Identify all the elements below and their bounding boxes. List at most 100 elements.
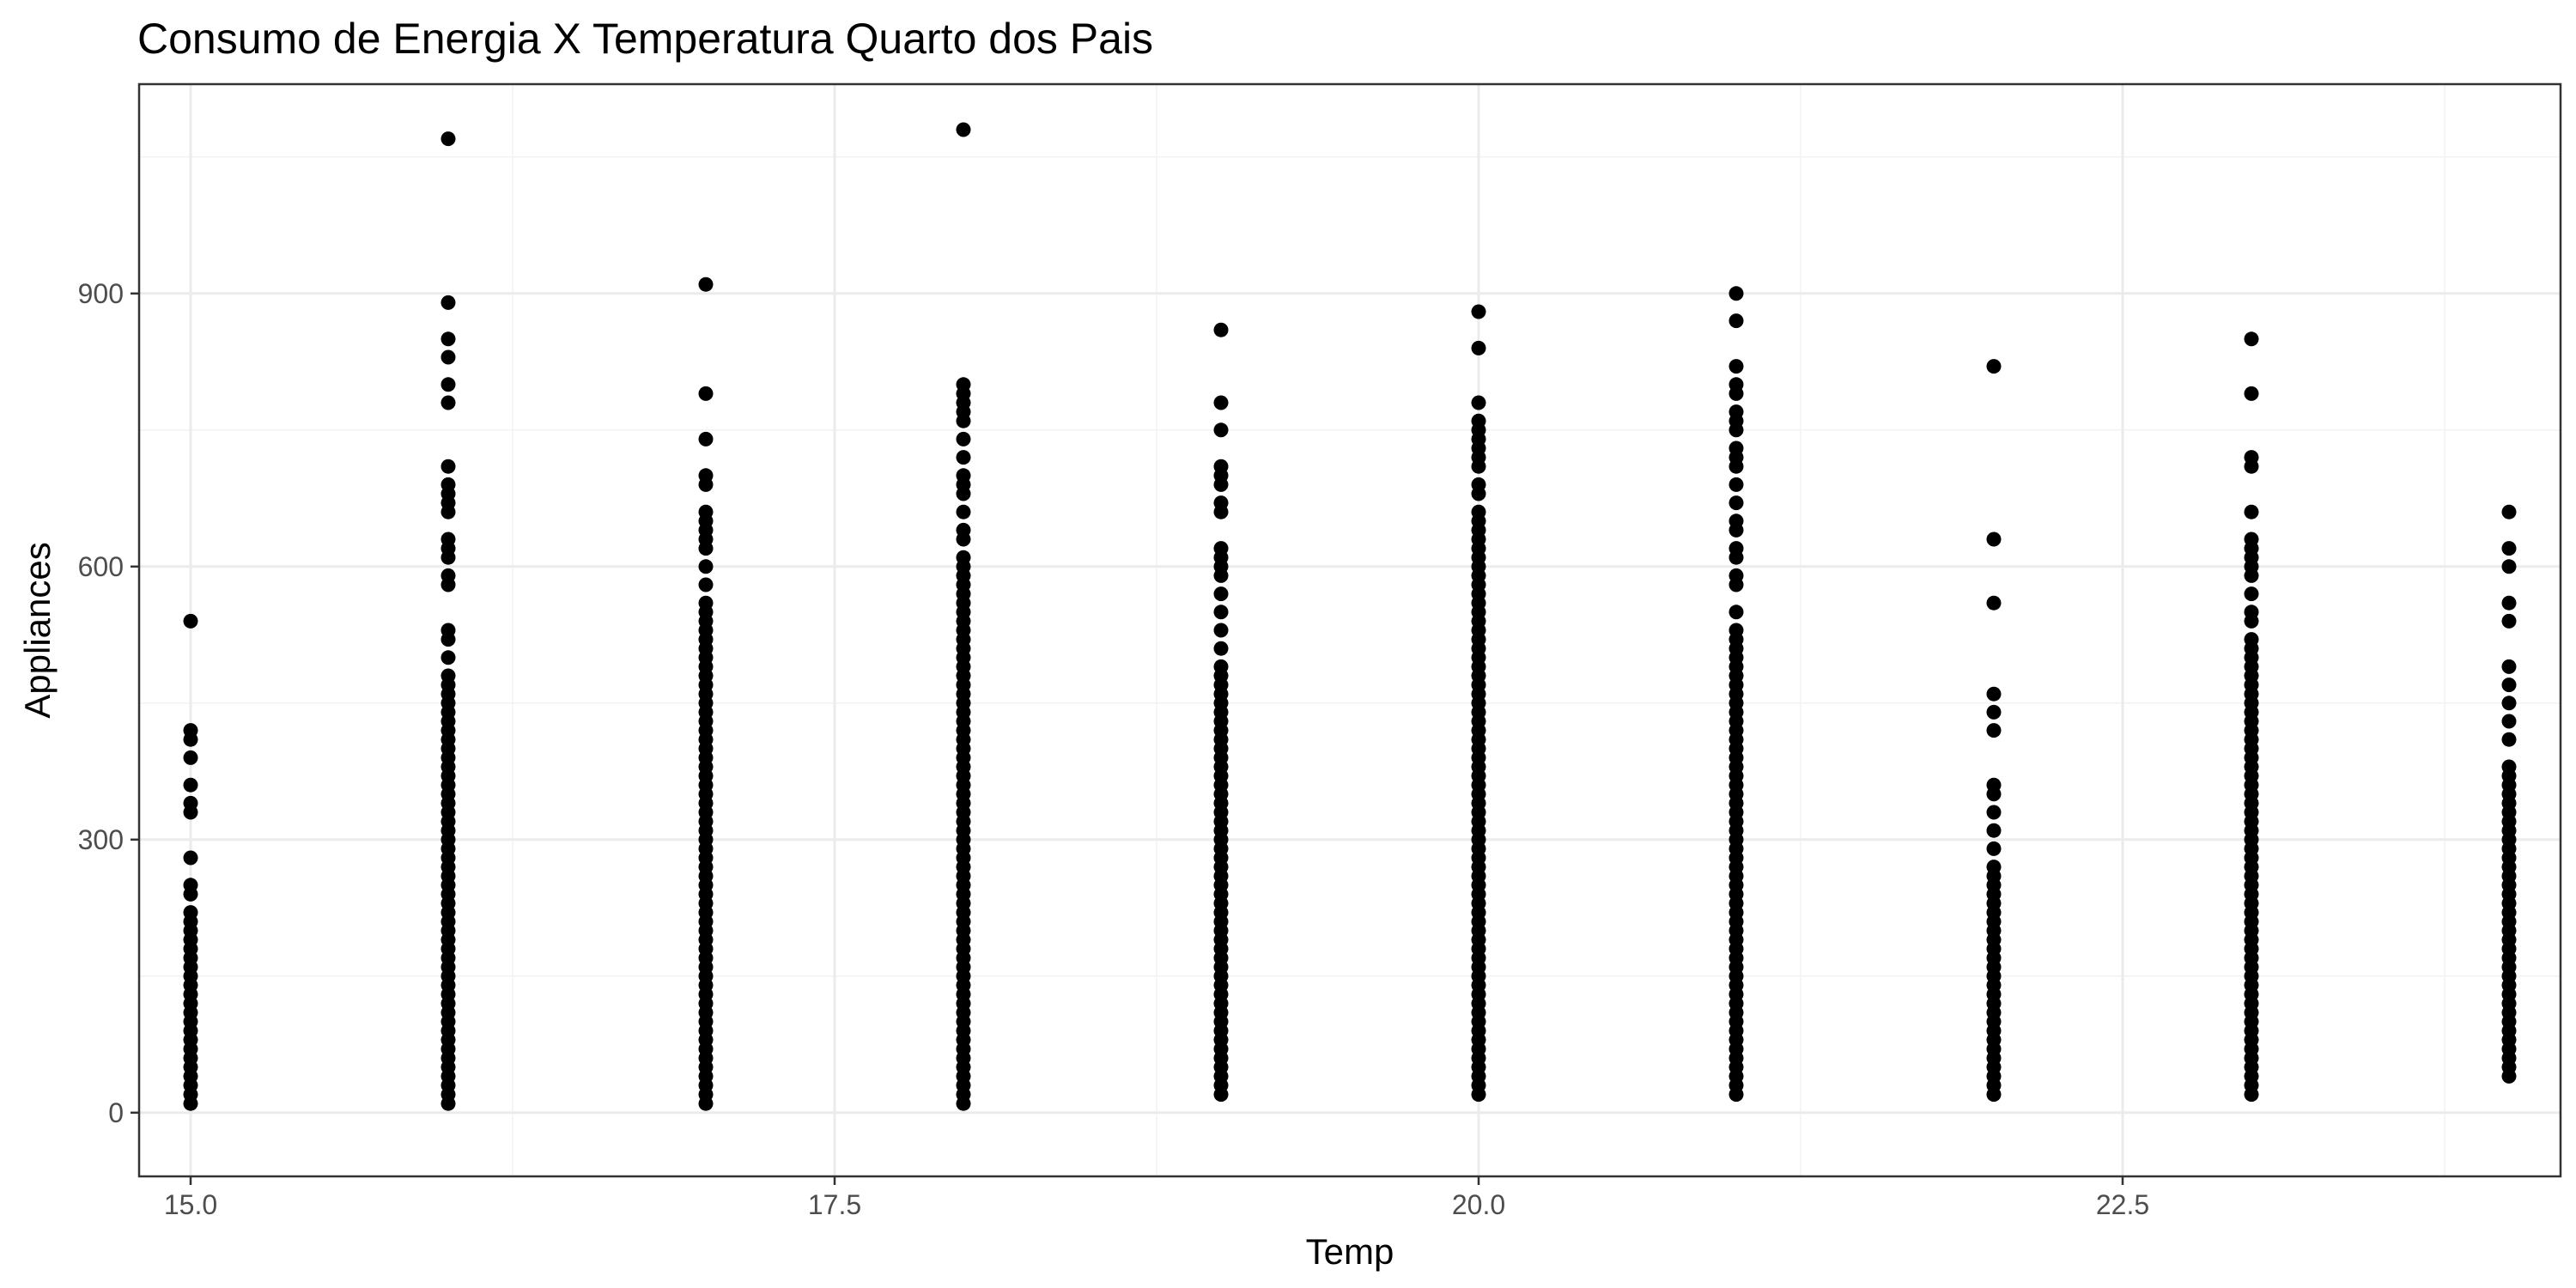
data-point (183, 613, 198, 629)
data-point (2501, 732, 2517, 747)
x-tick-label: 15.0 (164, 1189, 217, 1220)
data-point (2244, 386, 2259, 401)
data-point (698, 504, 714, 519)
data-point (2244, 331, 2259, 347)
data-point (440, 331, 456, 347)
y-tick-label: 300 (78, 824, 124, 855)
data-point (2244, 450, 2259, 465)
y-axis-title: Appliances (17, 542, 58, 718)
y-tick-label: 0 (108, 1097, 124, 1128)
data-point (1986, 841, 2002, 856)
data-point (440, 377, 456, 392)
data-point (698, 559, 714, 574)
data-point (440, 623, 456, 638)
data-point (956, 522, 971, 538)
data-point (1728, 477, 1744, 492)
data-point (1471, 340, 1486, 355)
data-point (2501, 759, 2517, 775)
data-point (1986, 823, 2002, 838)
data-point (183, 777, 198, 793)
data-point (2501, 541, 2517, 556)
data-point (956, 450, 971, 465)
data-point (2501, 696, 2517, 711)
data-point (1728, 440, 1744, 456)
data-point (698, 431, 714, 447)
ticks-layer: 15.0 17.5 20.0 22.5 0 300 600 900 (78, 278, 2150, 1220)
data-point (440, 131, 456, 147)
data-point (698, 386, 714, 401)
data-point (1986, 805, 2002, 820)
data-point (956, 431, 971, 447)
data-point (1986, 704, 2002, 720)
data-point (2501, 504, 2517, 519)
points-layer (183, 122, 2517, 1111)
data-point (698, 468, 714, 483)
data-point (2501, 559, 2517, 574)
data-point (2501, 613, 2517, 629)
x-tick-label: 17.5 (808, 1189, 861, 1220)
data-point (183, 878, 198, 893)
data-point (2244, 605, 2259, 620)
data-point (1471, 504, 1486, 519)
data-point (1728, 605, 1744, 620)
data-point (440, 532, 456, 547)
data-point (2244, 504, 2259, 519)
data-point (183, 850, 198, 866)
data-point (440, 568, 456, 583)
data-point (1213, 623, 1229, 638)
data-point (1986, 777, 2002, 793)
data-point (1213, 322, 1229, 337)
data-point (1986, 686, 2002, 702)
data-point (1728, 568, 1744, 583)
data-point (1728, 377, 1744, 392)
x-tick-label: 22.5 (2096, 1189, 2149, 1220)
data-point (1728, 313, 1744, 329)
data-point (2501, 659, 2517, 674)
data-point (2501, 595, 2517, 611)
data-point (956, 377, 971, 392)
data-point (956, 504, 971, 519)
grid-layer (139, 84, 2561, 1176)
x-axis-title: Temp (1306, 1231, 1394, 1272)
data-point (1213, 495, 1229, 511)
panel-border (137, 82, 2562, 1178)
data-point (1471, 304, 1486, 319)
data-point (1213, 459, 1229, 474)
data-point (1986, 723, 2002, 738)
data-point (440, 349, 456, 365)
data-point (1986, 359, 2002, 374)
data-point (1213, 641, 1229, 656)
data-point (1728, 541, 1744, 556)
data-point (1213, 395, 1229, 410)
data-point (1213, 422, 1229, 438)
data-point (1728, 513, 1744, 529)
data-point (698, 577, 714, 592)
data-point (1471, 413, 1486, 428)
data-point (698, 595, 714, 611)
data-point (440, 668, 456, 683)
data-point (1471, 477, 1486, 492)
data-point (1471, 395, 1486, 410)
data-point (440, 650, 456, 665)
data-point (440, 477, 456, 492)
data-point (2501, 677, 2517, 693)
y-tick-label: 600 (78, 551, 124, 582)
data-point (1728, 359, 1744, 374)
data-point (1213, 541, 1229, 556)
data-point (1213, 586, 1229, 602)
data-point (1728, 623, 1744, 638)
chart-title: Consumo de Energia X Temperatura Quarto … (137, 15, 1153, 63)
data-point (183, 795, 198, 811)
data-point (1728, 404, 1744, 420)
data-point (956, 550, 971, 565)
data-point (440, 395, 456, 410)
data-point (698, 276, 714, 292)
data-point (1986, 860, 2002, 875)
data-point (956, 122, 971, 137)
data-point (183, 750, 198, 765)
data-point (183, 723, 198, 738)
data-point (440, 295, 456, 310)
data-point (1986, 532, 2002, 547)
